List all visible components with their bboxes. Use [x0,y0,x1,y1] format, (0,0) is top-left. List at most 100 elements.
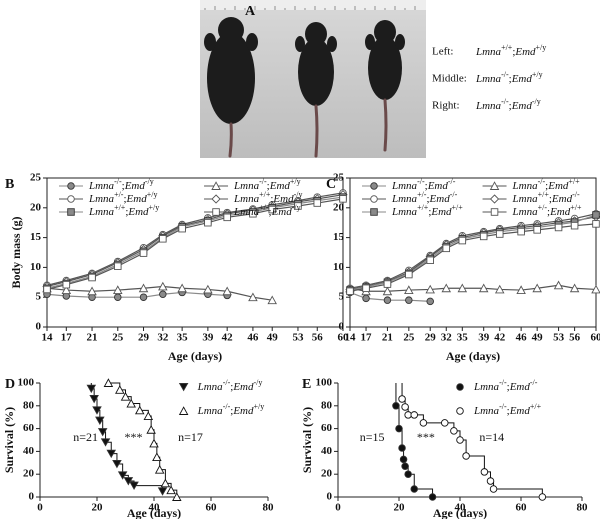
marker [533,226,541,234]
y-tick-label: 25 [30,172,42,184]
legend-label: Lmna-/-;Emd-/- [391,177,456,192]
x-tick-label: 14 [345,332,357,344]
marker [457,283,468,293]
marker [178,383,189,392]
legend-label: Lmna-/-;Emd+/+ [473,402,542,417]
y-tick-label: 100 [18,377,35,389]
annotation: n=14 [479,430,504,444]
marker [592,211,600,219]
x-tick-label: 49 [532,332,544,344]
marker [441,419,449,427]
marker [404,470,412,478]
caption-position: Middle: [432,73,467,85]
marker [62,280,71,289]
x-tick-label: 25 [403,332,415,344]
marker [404,411,412,419]
marker [203,284,213,294]
marker [113,285,123,294]
x-tick-label: 40 [149,502,161,514]
marker [495,230,504,238]
marker [43,285,51,294]
marker [123,477,134,486]
y-tick-label: 0 [36,321,42,333]
marker [441,283,452,293]
x-tick-label: 21 [87,332,98,344]
legend-label: Lmna+/-;Emd-/- [391,190,458,205]
marker [159,235,167,243]
caption-genotype: Lmna+/+;Emd+/y [475,43,546,58]
legend-label: Lmna+/-;Emd+/+ [512,203,582,218]
y-tick-label: 10 [30,261,42,273]
y-tick-label: 5 [339,291,345,303]
annotation: n=17 [178,430,203,444]
marker [146,425,156,434]
y-tick-label: 0 [327,491,333,503]
caption-position: Right: [432,100,460,112]
marker [456,383,464,391]
marker [532,283,542,293]
x-tick-label: 60 [591,332,600,344]
marker [61,285,72,294]
y-tick-label: 15 [30,231,42,243]
panel-letter: E [302,377,311,392]
marker [442,244,451,253]
x-tick-label: 20 [394,502,406,514]
x-tick-label: 29 [425,332,437,344]
marker [426,256,434,264]
legend-label: Lmna+/+;Emd-/- [512,190,580,205]
marker [383,280,392,288]
marker [570,221,579,230]
marker [117,471,128,480]
x-tick-label: 60 [516,502,528,514]
y-tick-label: 25 [333,172,345,184]
y-tick-label: 40 [23,445,35,457]
marker [419,419,428,427]
series-line [349,284,597,292]
marker [222,286,232,296]
x-tick-label: 17 [361,332,373,344]
marker [120,391,131,401]
marker [67,208,75,216]
panel-letter: B [5,177,14,192]
marker [428,493,437,501]
marker [339,195,347,203]
marker [489,194,500,204]
plot-frame [46,177,344,328]
marker [138,283,149,293]
marker [211,194,221,204]
y-tick-label: 80 [321,399,333,411]
marker [370,208,378,216]
series-line [46,194,344,288]
x-tick-label: 42 [222,332,234,344]
marker [159,290,167,298]
marker [456,407,464,415]
y-tick-label: 20 [30,201,42,213]
legend-label: Lmna-/-;Emd+/+ [512,177,581,192]
x-tick-label: 42 [494,332,506,344]
legend-label: Lmna+/+;Emd-/y [233,190,302,205]
marker [212,208,220,216]
x-tick-label: 60 [206,502,218,514]
marker [211,181,221,190]
marker [490,208,499,216]
legend-label: Lmna-/-;Emd+/y [233,177,301,192]
marker [398,444,406,452]
x-tick-label: 0 [37,502,43,514]
annotation: *** [417,430,435,444]
marker [154,464,165,474]
caption-genotype: Lmna-/-;Emd-/y [475,97,541,112]
y-axis-title: Body mass (g) [9,216,23,288]
annotation: n=15 [360,430,385,444]
y-tick-label: 80 [23,399,35,411]
marker [178,406,189,415]
marker [592,220,600,228]
marker [362,294,370,303]
marker [404,285,414,294]
panel-letter: A [245,4,256,19]
x-axis-title: Age (days) [127,506,181,519]
marker [97,428,108,437]
legend-label: Lmna+/-;Emd+/y [88,190,157,205]
marker [370,182,378,190]
x-tick-label: 35 [177,332,189,344]
marker [86,384,97,394]
